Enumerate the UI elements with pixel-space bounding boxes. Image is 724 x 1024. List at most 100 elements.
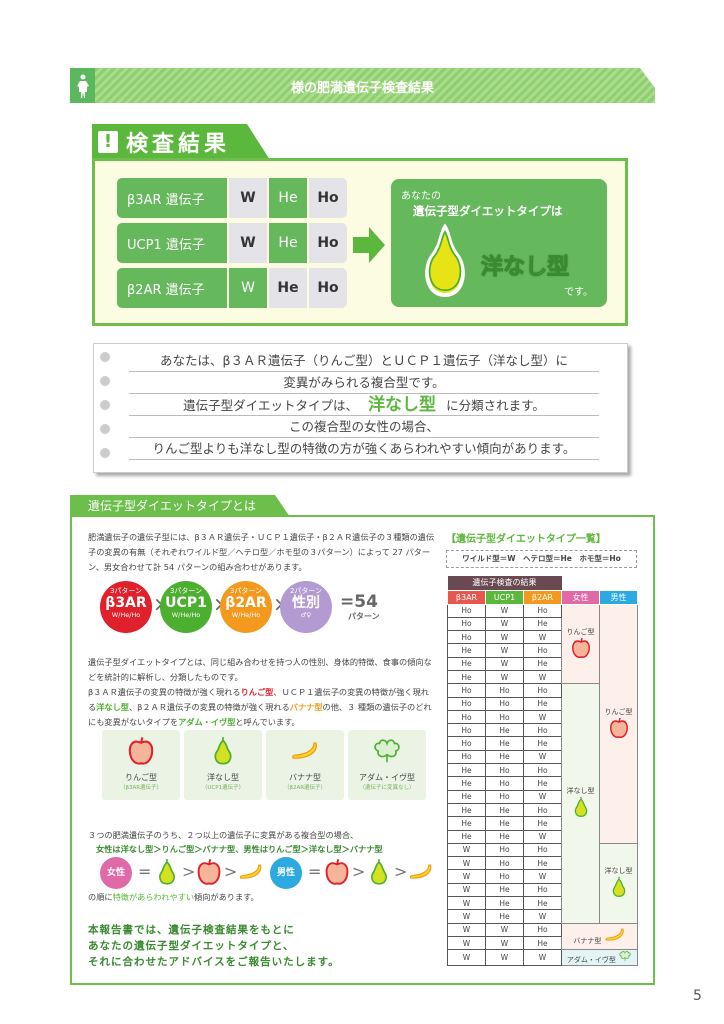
genotype-cell-w: W <box>229 223 267 263</box>
banana-icon <box>238 858 264 886</box>
equals-sign: = <box>138 862 152 881</box>
diet-type-paragraph: 遺伝子型ダイエットタイプとは、同じ組み合わせを持つ人の性別、身体的特徴、食事の傾… <box>88 657 432 727</box>
equals-sign: = <box>308 862 322 881</box>
greater-than-sign: > <box>224 862 238 881</box>
arrow-right-icon <box>353 227 385 263</box>
genotype-cell-he: He <box>269 178 307 218</box>
gene-row: β2AR 遺伝子 W He Ho <box>117 268 347 308</box>
table-row: Ho He W <box>447 749 638 765</box>
table-row: He He Ho <box>447 802 638 818</box>
greater-than-sign: > <box>182 862 196 881</box>
diet-type-cell: バナナ型 <box>561 922 638 951</box>
table-row: Ho Ho He <box>447 696 638 711</box>
column-header: β2AR <box>523 589 562 605</box>
apple-icon <box>324 858 350 886</box>
table-row: W Ho He <box>447 856 638 871</box>
note-line-1: あなたは、β３ＡＲ遺伝子（りんご型）とＵＣＰ１遺伝子（洋なし型）に <box>129 350 599 372</box>
table-row: He He He <box>447 816 638 831</box>
table-row: W W Ho バナナ型 <box>447 922 638 951</box>
result-type: 洋なし型 <box>480 255 570 281</box>
gene-label: UCP1 遺伝子 <box>117 223 227 263</box>
note-line-2: 変異がみられる複合型です。 <box>129 372 599 394</box>
tendency-text: の順に特徴があらわれやすい傾向があります。 <box>88 892 259 902</box>
result-note: あなたは、β３ＡＲ遺伝子（りんご型）とＵＣＰ１遺伝子（洋なし型）に 変異がみられ… <box>93 343 628 473</box>
table-row: Ho He He <box>447 736 638 751</box>
table-row: Ho Ho W <box>447 709 638 725</box>
type-list-table: 遺伝子検査の結果 β3AR UCP1 β2AR 女性 男性 Ho W Ho りんご型 りんご型 Ho W… <box>447 576 638 967</box>
banana-icon <box>408 858 434 886</box>
male-badge: 男性 <box>270 857 302 889</box>
fruit-card: 洋なし型 （UCP1遺伝子） <box>184 730 262 800</box>
female-badge: 女性 <box>100 857 132 889</box>
table-row: Ho W He <box>447 616 638 632</box>
genotype-cell-w: W <box>229 178 267 218</box>
result-panel: β3AR 遺伝子 W He Ho UCP1 遺伝子 W He Ho β2AR 遺伝子 W He Ho … <box>92 158 628 326</box>
genotype-cell-ho: Ho <box>309 268 347 308</box>
equals-unit: パターン <box>348 612 380 621</box>
table-row: Ho W Ho りんご型 りんご型 <box>447 603 638 844</box>
pear-icon <box>366 858 392 886</box>
report-header-bar: 様の肥満遺伝子検査結果 <box>70 68 655 103</box>
gene-label: β2AR 遺伝子 <box>117 268 227 308</box>
leaf-icon <box>618 950 632 962</box>
note-line-3: 遺伝子型ダイエットタイプは、 洋なし型 に分類されます。 <box>129 394 599 416</box>
table-row: W He Ho <box>447 882 638 898</box>
column-header: 女性 <box>561 589 600 605</box>
intro-paragraph: 肥満遺伝子の遺伝子型には、β３ＡＲ遺伝子・ＵＣＰ１遺伝子・β２ＡＲ遺伝子の３種類… <box>88 532 435 572</box>
table-row: He He W <box>447 829 638 844</box>
leaf-icon <box>372 736 402 766</box>
compound-order: 女性は洋なし型＞りんご型＞バナナ型、男性はりんご型＞洋なし型＞バナナ型 <box>96 844 383 854</box>
genotype-legend: ワイルド型＝W ヘテロ型＝He ホモ型＝Ho <box>446 550 637 568</box>
diet-type-result-card: あなたの 遺伝子型ダイエットタイプは 洋なし型 です。 <box>391 179 607 307</box>
gene-label: β3AR 遺伝子 <box>117 178 227 218</box>
table-row: W W He <box>447 935 638 951</box>
column-header: 男性 <box>599 589 638 605</box>
equals-54: =54 <box>340 592 378 612</box>
apple-icon <box>571 637 591 659</box>
column-header: UCP1 <box>485 589 524 605</box>
closing-text: 本報告書では、遺伝子検査結果をもとに あなたの遺伝子型ダイエットタイプと、 それに合… <box>88 924 340 968</box>
table-row: W He W <box>447 909 638 924</box>
pear-icon <box>571 796 591 818</box>
greater-than-sign: > <box>352 862 366 881</box>
note-line-5: りんご型よりも洋なし型の特徴の方が強くあらわれやすい傾向があります。 <box>129 438 599 460</box>
type-list-title: 【遺伝子型ダイエットタイプ一覧】 <box>446 534 606 545</box>
table-row: W Ho Ho 洋なし型 <box>447 842 638 924</box>
pear-icon <box>609 876 629 898</box>
genotype-cell-w: W <box>229 268 267 308</box>
genotype-cell-he: He <box>269 223 307 263</box>
page-number: 5 <box>693 988 702 1004</box>
diet-type-cell: りんご型 <box>561 603 600 685</box>
result-suffix: です。 <box>564 287 593 298</box>
genotype-cell-ho: Ho <box>309 223 347 263</box>
result-section-title: 検査結果 <box>126 132 231 157</box>
greater-than-sign: > <box>394 862 408 881</box>
diet-type-cell: 洋なし型 <box>599 842 638 924</box>
section-panel <box>70 515 655 985</box>
section-tab: 遺伝子型ダイエットタイプとは <box>70 495 290 517</box>
fruit-card: アダム・イヴ型 （遺伝子に変異なし） <box>348 730 426 800</box>
result-section-tab: ! 検査結果 <box>92 124 270 160</box>
genotype-cell-ho: Ho <box>309 178 347 218</box>
table-row: W Ho W <box>447 869 638 884</box>
fruit-card: バナナ型 （β2AR遺伝子） <box>266 730 344 800</box>
genotype-cell-he: He <box>269 268 307 308</box>
note-highlight-type: 洋なし型 <box>368 395 437 415</box>
pattern-circle: 3パターン UCP1 W/He/Ho <box>160 581 212 633</box>
table-row: He W Ho <box>447 643 638 658</box>
result-pre: あなたの <box>401 191 441 202</box>
apple-icon <box>196 858 222 886</box>
pear-icon <box>154 858 180 886</box>
diet-type-cell: 洋なし型 <box>561 683 600 924</box>
pattern-circle: 3パターン β3AR W/He/Ho <box>100 581 152 633</box>
exclamation-icon: ! <box>98 131 118 153</box>
gene-row: β3AR 遺伝子 W He Ho <box>117 178 347 218</box>
pear-icon <box>208 736 238 766</box>
apple-icon <box>609 717 629 739</box>
person-icon <box>70 68 95 103</box>
table-row: W W W アダム・イヴ型 <box>447 949 638 967</box>
banana-icon <box>290 736 320 766</box>
pattern-circle: 2パターン 性別 ♂♀ <box>280 581 332 633</box>
table-group-header: 遺伝子検査の結果 <box>447 576 562 590</box>
column-header: β3AR <box>447 589 486 605</box>
